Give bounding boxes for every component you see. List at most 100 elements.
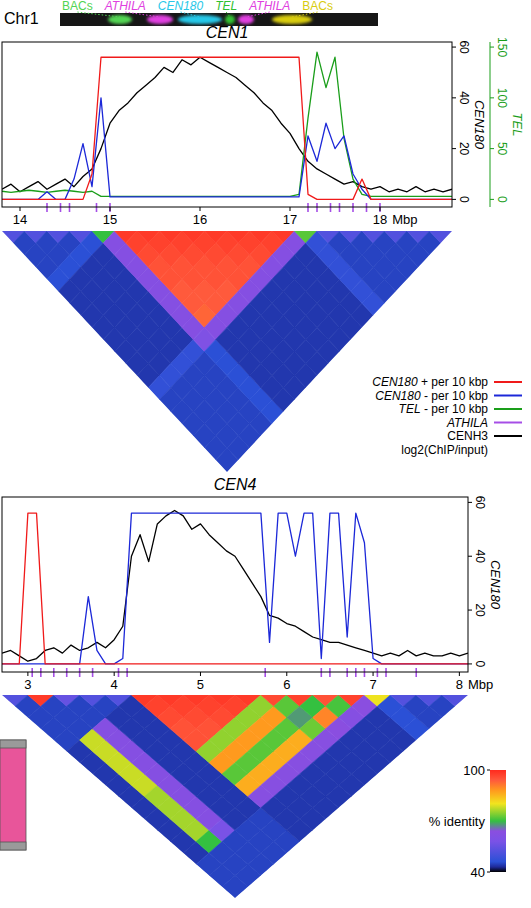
colorbar-tick-label: 40 — [471, 865, 485, 880]
plot-area — [2, 52, 452, 199]
plot-frame — [2, 497, 468, 672]
legend-label: ATHILA — [446, 416, 488, 430]
band-label: CEN180 — [158, 0, 204, 13]
legend-swatch — [494, 422, 522, 424]
band-pointer — [125, 12, 160, 17]
x-tick — [114, 672, 115, 676]
y2-tick — [490, 199, 494, 200]
chromosome-cap — [0, 842, 26, 850]
x-tick-label: 5 — [197, 677, 204, 692]
y-tick — [452, 47, 456, 48]
x-tick — [373, 672, 374, 676]
y2-axis-line — [490, 42, 491, 207]
legend-label-part: TEL — [399, 402, 421, 416]
band-label: TEL — [215, 0, 237, 13]
y2-tick-label: 150 — [495, 37, 509, 57]
figure: Chr1BACsATHILACEN180TELATHILABACsCEN1141… — [0, 0, 531, 908]
band-pointer — [180, 12, 200, 17]
chromosome-box — [0, 740, 26, 850]
x-tick — [27, 672, 28, 676]
x-tick — [290, 207, 291, 211]
legend-swatch — [494, 435, 522, 437]
x-axis-title: Mbp — [468, 677, 493, 692]
y-tick — [452, 97, 456, 98]
x-tick — [200, 672, 201, 676]
y-axis-title: CEN180 — [472, 100, 487, 150]
band-label: ATHILA — [104, 0, 146, 13]
band-signal — [178, 15, 222, 24]
chromosome-cap — [0, 740, 26, 748]
heatmap — [2, 684, 468, 898]
y2-tick-label: 50 — [495, 142, 509, 156]
y2-axis-title: TEL — [510, 113, 525, 137]
colorbar-tick — [487, 770, 490, 771]
x-tick — [380, 207, 381, 211]
band-label: ATHILA — [248, 0, 290, 13]
y-axis-title: CEN180 — [488, 560, 503, 610]
x-tick-label: 18 — [373, 212, 387, 227]
y-tick-label: 0 — [473, 661, 487, 668]
heatmap-cell — [442, 684, 468, 707]
y-tick-label: 20 — [473, 603, 487, 617]
chart-title: CEN1 — [206, 24, 249, 41]
heatmap — [2, 219, 452, 472]
y2-tick — [490, 97, 494, 98]
y-tick-label: 40 — [473, 550, 487, 564]
y2-tick — [490, 148, 494, 149]
y-tick — [468, 502, 472, 503]
x-tick-label: 6 — [283, 677, 290, 692]
y-tick — [468, 663, 472, 664]
legend-label-part: + per 10 kbp — [418, 375, 489, 389]
colorbar-tick — [487, 872, 490, 873]
legend-label-part: - per 10 kbp — [421, 402, 489, 416]
plot-frame — [2, 42, 452, 207]
y-tick-label: 0 — [457, 196, 471, 203]
colorbar — [490, 770, 506, 872]
y-tick-label: 20 — [457, 142, 471, 156]
y2-tick — [490, 47, 494, 48]
series-line — [2, 513, 468, 664]
chromosome-label: Chr1 — [4, 10, 39, 27]
legend-label-part: CEN180 — [375, 389, 421, 403]
band-signal — [272, 15, 312, 24]
legend-label: TEL - per 10 kbp — [399, 402, 489, 416]
legend-swatch — [494, 395, 522, 397]
legend-label: CEN180 + per 10 kbp — [372, 375, 488, 389]
y2-tick-label: 0 — [495, 196, 509, 203]
band-signal — [238, 15, 254, 24]
legend-label-part: - per 10 kbp — [421, 389, 489, 403]
chart-title: CEN4 — [214, 476, 257, 493]
x-tick — [286, 672, 287, 676]
band-signal — [108, 15, 132, 24]
x-tick-label: 8 — [456, 677, 463, 692]
y2-tick-label: 100 — [495, 88, 509, 108]
band-signal — [225, 15, 235, 24]
band-pointer — [246, 12, 270, 17]
y-tick-label: 40 — [457, 91, 471, 105]
colorbar-tick-label: 100 — [463, 763, 485, 778]
legend-note: log2(ChIP/input) — [401, 443, 488, 457]
y-tick — [468, 610, 472, 611]
x-tick-label: 15 — [103, 212, 117, 227]
legend-swatch — [494, 381, 522, 383]
x-tick — [20, 207, 21, 211]
legend-label-part: CEN180 — [372, 375, 418, 389]
x-tick-label: 14 — [13, 212, 27, 227]
x-tick-label: 4 — [111, 677, 118, 692]
y-tick-label: 60 — [473, 496, 487, 510]
legend-label: CENH3 — [447, 429, 488, 443]
y-tick-label: 60 — [457, 40, 471, 54]
series-line — [2, 510, 468, 661]
legend-label-part: ATHILA — [446, 416, 488, 430]
series-line — [2, 52, 452, 196]
legend-label-part: CENH3 — [447, 429, 488, 443]
plot-area — [2, 510, 468, 663]
x-tick — [110, 207, 111, 211]
y-tick — [452, 148, 456, 149]
x-tick — [459, 672, 460, 676]
heatmap-cell — [430, 219, 453, 243]
micrograph-signals — [108, 15, 312, 24]
x-tick-label: 17 — [283, 212, 297, 227]
x-tick-label: 7 — [369, 677, 376, 692]
series-line — [2, 513, 468, 664]
